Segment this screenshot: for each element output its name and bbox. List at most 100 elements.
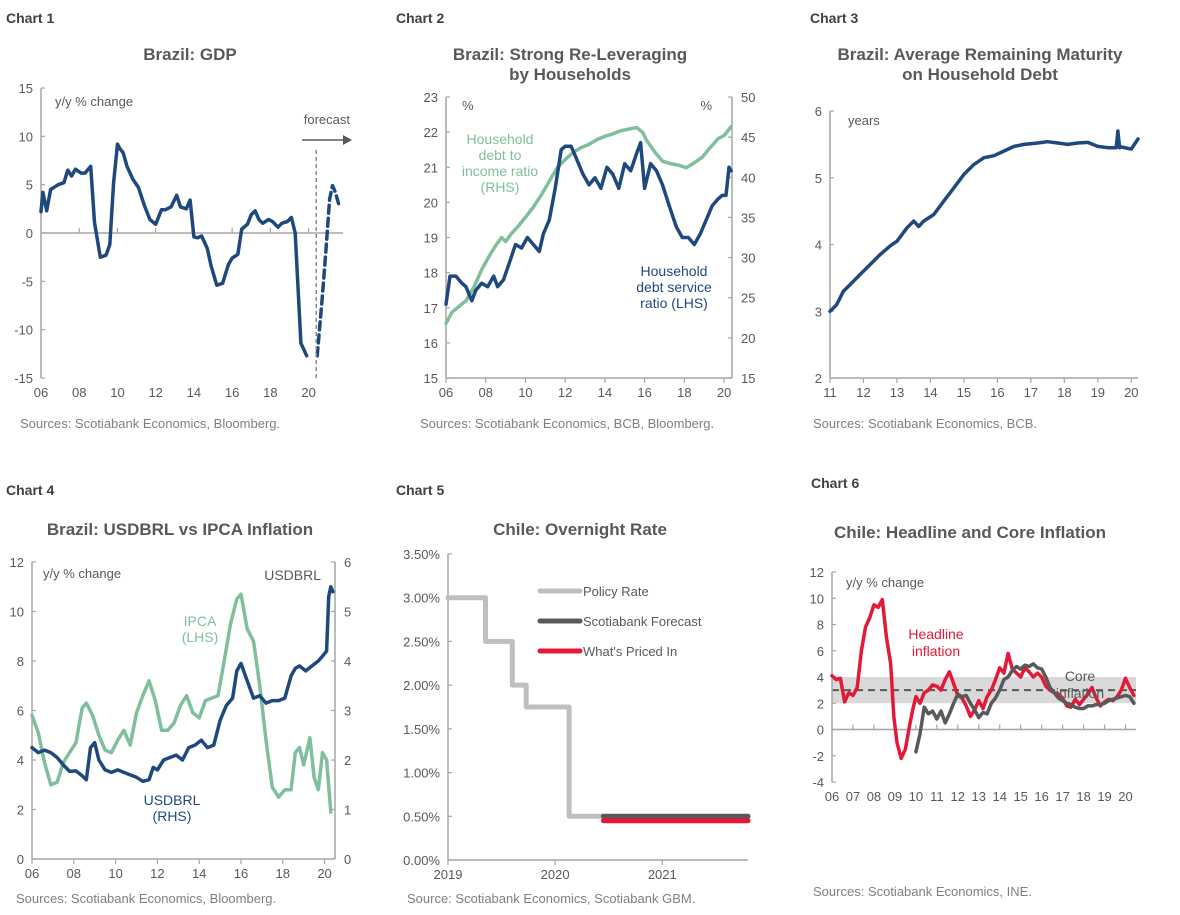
chart-4-y2-tick-label: 2 bbox=[344, 753, 351, 768]
chart-6-x-tick-label: 14 bbox=[992, 789, 1006, 804]
chart-6-x-tick-label: 06 bbox=[825, 789, 839, 804]
chart-2-y2-tick-label: 30 bbox=[741, 251, 755, 266]
chart-6-y-tick-label: 6 bbox=[817, 644, 824, 659]
chart-2-x-tick-label: 14 bbox=[598, 385, 612, 400]
chart-1-x-tick-label: 18 bbox=[263, 385, 277, 400]
chart-5-legend-label: What's Priced In bbox=[583, 644, 677, 659]
chart-4-series-label-ipca: IPCA bbox=[184, 613, 217, 629]
chart-3-x-tick-label: 16 bbox=[990, 385, 1004, 400]
chart-1-forecast-arrow-icon bbox=[343, 135, 352, 145]
chart-5-title: Chile: Overnight Rate bbox=[493, 520, 667, 539]
chart-4-y-tick-label: 4 bbox=[17, 753, 24, 768]
chart-1-x-tick-label: 14 bbox=[187, 385, 201, 400]
chart-6-x-tick-label: 16 bbox=[1034, 789, 1048, 804]
chart-4-y2-tick-label: 5 bbox=[344, 605, 351, 620]
chart-5-panel: Chart 5 Chile: Overnight Rate 3.50% 3.00%… bbox=[390, 470, 790, 915]
chart-6-series-core-inflation bbox=[914, 662, 1136, 754]
chart-2-y2-tick-label: 50 bbox=[741, 90, 755, 105]
chart-6-panel: Chart 6 Chile: Headline and Core Inflati… bbox=[790, 470, 1180, 915]
chart-3-panel: Chart 3 Brazil: Average Remaining Maturi… bbox=[790, 0, 1180, 450]
chart-6-x-tick-label: 15 bbox=[1013, 789, 1027, 804]
chart-4-x-tick-label: 16 bbox=[234, 866, 248, 881]
chart-2-series-label-debt-to-income: (RHS) bbox=[481, 179, 520, 195]
chart-2-title-line-2: by Households bbox=[509, 65, 631, 84]
chart-2-series-household-debt-to-income-ratio-rhs bbox=[444, 124, 733, 326]
chart-6-x-tick-label: 18 bbox=[1076, 789, 1090, 804]
chart-6-series-label-headline: Headline bbox=[908, 626, 963, 642]
chart-2-y-tick-label: 16 bbox=[424, 336, 438, 351]
chart-4-series-label-ipca: (LHS) bbox=[182, 629, 219, 645]
chart-1-y-tick-label: -15 bbox=[14, 371, 33, 386]
chart-2-x-tick-label: 12 bbox=[558, 385, 572, 400]
chart-4-label: Chart 4 bbox=[6, 482, 55, 498]
chart-1-unit-label: y/y % change bbox=[55, 94, 133, 109]
chart-6-y-tick-label: -2 bbox=[812, 749, 824, 764]
chart-3-x-tick-label: 20 bbox=[1124, 385, 1138, 400]
chart-2-panel: Chart 2 Brazil: Strong Re-Leveraging by … bbox=[390, 0, 790, 450]
chart-5-y-tick-label: 1.00% bbox=[403, 766, 440, 781]
chart-2-source: Sources: Scotiabank Economics, BCB, Bloo… bbox=[420, 416, 715, 431]
chart-2-x-tick-label: 10 bbox=[518, 385, 532, 400]
chart-3-x-tick-label: 14 bbox=[923, 385, 937, 400]
chart-2-series-label-debt-service: ratio (LHS) bbox=[640, 295, 708, 311]
chart-4-y-tick-label: 8 bbox=[17, 654, 24, 669]
chart-6-x-tick-label: 20 bbox=[1118, 789, 1132, 804]
chart-1-title: Brazil: GDP bbox=[143, 45, 237, 64]
chart-1-x-tick-label: 12 bbox=[148, 385, 162, 400]
chart-6-title: Chile: Headline and Core Inflation bbox=[833, 523, 1107, 542]
chart-3-title-line-1: Brazil: Average Remaining Maturity bbox=[837, 45, 1123, 64]
chart-4-x-tick-label: 18 bbox=[276, 866, 290, 881]
chart-4-x-tick-label: 12 bbox=[150, 866, 164, 881]
chart-1-y-tick-label: -5 bbox=[21, 274, 33, 289]
chart-2-y2-tick-label: 40 bbox=[741, 170, 755, 185]
chart-5-source: Source: Scotiabank Economics, Scotiabank… bbox=[407, 891, 696, 906]
chart-4-x-tick-label: 08 bbox=[67, 866, 81, 881]
chart-3-plot: 6 5 4 3 211 12 13 14 15 16 17 18 19 20 years bbox=[815, 104, 1140, 400]
chart-4-usdbrl-header-label: USDBRL bbox=[264, 567, 321, 583]
chart-2-series-label-debt-service: debt service bbox=[636, 279, 712, 295]
chart-3-x-tick-label: 12 bbox=[856, 385, 870, 400]
chart-5-y-tick-label: 3.50% bbox=[403, 547, 440, 562]
chart-2-series-label-debt-to-income: income ratio bbox=[462, 163, 538, 179]
chart-4-y2-tick-label: 1 bbox=[344, 803, 351, 818]
chart-5-legend-label: Scotiabank Forecast bbox=[583, 614, 702, 629]
chart-2-y2-tick-label: 15 bbox=[741, 371, 755, 386]
chart-2-y-tick-label: 15 bbox=[424, 371, 438, 386]
chart-1-x-tick-label: 16 bbox=[225, 385, 239, 400]
chart-2-y-tick-label: 22 bbox=[424, 125, 438, 140]
chart-6-y-tick-label: -4 bbox=[812, 775, 824, 790]
chart-6-series-label-headline: inflation bbox=[912, 643, 960, 659]
chart-2-y-tick-label: 21 bbox=[424, 160, 438, 175]
chart-6-x-tick-label: 07 bbox=[846, 789, 860, 804]
chart-6-source: Sources: Scotiabank Economics, INE. bbox=[813, 884, 1032, 899]
chart-2-x-tick-label: 06 bbox=[439, 385, 453, 400]
chart-3-unit-label: years bbox=[848, 113, 880, 128]
chart-1-source: Sources: Scotiabank Economics, Bloomberg… bbox=[20, 416, 281, 431]
chart-2-label: Chart 2 bbox=[396, 10, 445, 26]
chart-5-y-tick-label: 0.00% bbox=[403, 853, 440, 868]
chart-2-y-tick-label: 18 bbox=[424, 266, 438, 281]
chart-2-x-tick-label: 20 bbox=[717, 385, 731, 400]
chart-2-y-tick-label: 20 bbox=[424, 195, 438, 210]
chart-5-x-tick-label: 2021 bbox=[648, 867, 677, 882]
chart-1-x-tick-label: 08 bbox=[72, 385, 86, 400]
chart-3-x-tick-label: 18 bbox=[1057, 385, 1071, 400]
chart-2-x-tick-label: 18 bbox=[677, 385, 691, 400]
chart-4-y-tick-label: 0 bbox=[17, 852, 24, 867]
chart-1-series-gdp-forecast bbox=[315, 183, 341, 358]
chart-6-label: Chart 6 bbox=[811, 475, 860, 491]
chart-1-y-tick-label: 15 bbox=[19, 81, 33, 96]
chart-2-x-tick-label: 16 bbox=[637, 385, 651, 400]
chart-2-series-label-debt-service: Household bbox=[641, 263, 708, 279]
chart-1-forecast-label: forecast bbox=[304, 112, 351, 127]
chart-3-y-tick-label: 3 bbox=[815, 304, 822, 319]
chart-3-source: Sources: Scotiabank Economics, BCB. bbox=[813, 416, 1037, 431]
chart-4-series-label-usdbrl: (RHS) bbox=[153, 808, 192, 824]
chart-4-series-ipca-lhs bbox=[30, 592, 333, 814]
chart-4-series-usdbrl-rhs bbox=[30, 585, 335, 784]
chart-5-y-tick-label: 2.50% bbox=[403, 634, 440, 649]
chart-6-y-tick-label: 0 bbox=[817, 723, 824, 738]
chart-3-title-line-2: on Household Debt bbox=[902, 65, 1058, 84]
